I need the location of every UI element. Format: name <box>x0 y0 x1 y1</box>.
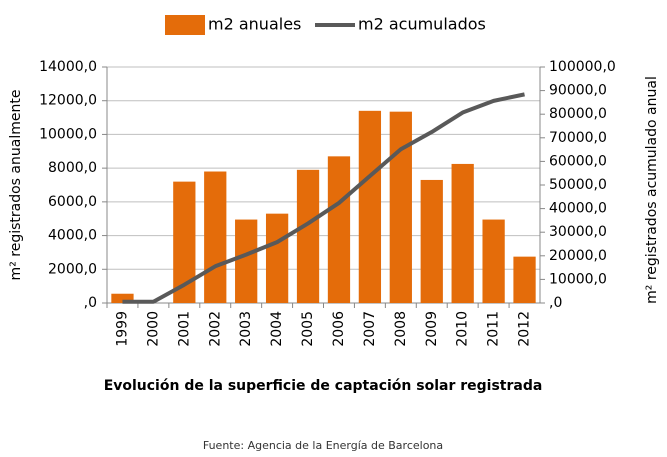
y2-tick-label: 20000,0 <box>549 248 607 264</box>
bar <box>358 110 382 303</box>
bar <box>389 111 412 304</box>
y-tick-label: 4000,0 <box>48 228 97 244</box>
legend-label: m2 acumulados <box>358 15 486 34</box>
source: Fuente: Agencia de la Energía de Barcelo… <box>203 439 443 452</box>
bar <box>513 256 536 303</box>
bar <box>296 169 320 303</box>
x-tick-label: 2005 <box>300 311 316 347</box>
bar <box>265 213 289 303</box>
y2-tick-label: 60000,0 <box>549 153 607 169</box>
legend-label: m2 anuales <box>208 15 301 34</box>
x-tick-label: 2007 <box>362 311 378 347</box>
x-tick-label: 2006 <box>331 311 347 347</box>
bar <box>235 219 258 303</box>
x-tick-label: 2001 <box>176 311 192 347</box>
x-tick-label: 2000 <box>145 311 161 347</box>
bar <box>482 219 505 303</box>
y2-tick-label: ,0 <box>549 295 562 311</box>
bar <box>451 163 474 303</box>
x-tick-label: 2011 <box>486 311 502 347</box>
x-tick-label: 2012 <box>517 311 533 347</box>
y2-axis-title: m² registrados acumulado anual <box>644 76 660 304</box>
y-tick-label: 10000,0 <box>39 126 97 142</box>
bar <box>111 293 134 303</box>
y-tick-label: 8000,0 <box>48 160 97 176</box>
bar <box>204 171 227 303</box>
y2-tick-label: 80000,0 <box>549 106 607 122</box>
legend-swatch <box>165 15 205 35</box>
y-axis-title: m² registrados anualmente <box>8 90 24 281</box>
x-tick-label: 2008 <box>393 311 409 347</box>
x-tick-label: 1999 <box>114 311 130 347</box>
y-tick-label: ,0 <box>84 295 97 311</box>
y2-tick-label: 50000,0 <box>549 177 607 193</box>
x-tick-label: 2010 <box>455 311 471 347</box>
x-tick-label: 2002 <box>207 311 223 347</box>
x-axis-title: Evolución de la superficie de captación … <box>104 378 543 394</box>
y-tick-label: 12000,0 <box>39 93 97 109</box>
y2-tick-label: 90000,0 <box>549 83 607 99</box>
y2-tick-label: 70000,0 <box>549 130 607 146</box>
bar <box>327 156 351 303</box>
y2-tick-label: 100000,0 <box>549 59 616 75</box>
line <box>122 92 525 304</box>
bar <box>420 179 443 303</box>
y-tick-label: 14000,0 <box>39 59 97 75</box>
y2-tick-label: 40000,0 <box>549 201 607 217</box>
x-tick-label: 2003 <box>238 311 254 347</box>
bar <box>173 181 196 303</box>
y-tick-label: 6000,0 <box>48 194 97 210</box>
y2-tick-label: 30000,0 <box>549 224 607 240</box>
y-tick-label: 2000,0 <box>48 261 97 277</box>
y2-tick-label: 10000,0 <box>549 271 607 287</box>
x-tick-label: 2009 <box>424 311 440 347</box>
x-tick-label: 2004 <box>269 311 285 347</box>
